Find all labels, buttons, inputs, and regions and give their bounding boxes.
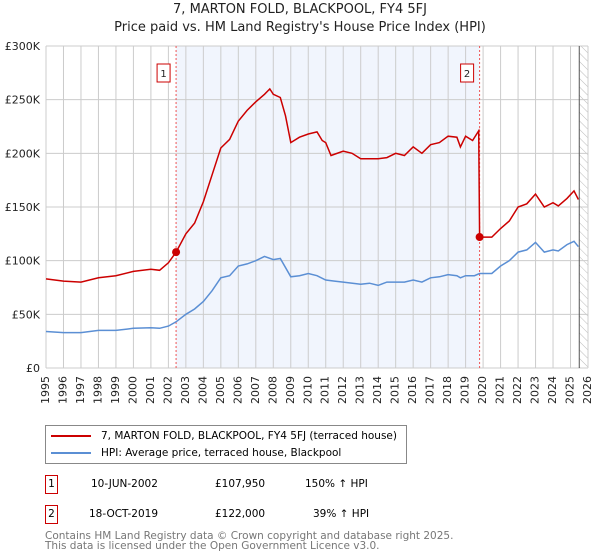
sale-date: 18-OCT-2019 <box>89 508 158 520</box>
legend-item-property: 7, MARTON FOLD, BLACKPOOL, FY4 5FJ (terr… <box>51 430 397 442</box>
x-tick-label: 2017 <box>424 376 437 404</box>
sale-price: £122,000 <box>215 508 266 520</box>
x-tick-label: 2002 <box>161 376 174 404</box>
sale-date: 10-JUN-2002 <box>91 478 158 490</box>
x-tick-label: 2014 <box>371 376 384 404</box>
x-tick-label: 2007 <box>249 376 262 404</box>
x-tick-label: 2016 <box>406 376 419 404</box>
y-tick-label: £200K <box>5 147 41 160</box>
sale-marker-label: 2 <box>464 69 470 80</box>
x-tick-label: 2024 <box>546 376 559 404</box>
sale-marker-box <box>156 63 171 83</box>
x-tick-label: 2021 <box>494 376 507 404</box>
x-tick-label: 2010 <box>301 376 314 404</box>
y-tick-label: £300K <box>5 40 41 53</box>
y-tick-label: £250K <box>5 94 41 107</box>
x-tick-label: 1998 <box>91 376 104 404</box>
sale-row-1: 1 10-JUN-2002 £107,950 150% ↑ HPI <box>45 475 405 495</box>
x-tick-label: 1996 <box>56 376 69 404</box>
x-tick-label: 2013 <box>354 376 367 404</box>
x-tick-label: 1995 <box>39 376 52 404</box>
x-tick-label: 2006 <box>231 376 244 404</box>
legend-swatch-blue <box>51 452 91 454</box>
x-tick-label: 2001 <box>144 376 157 404</box>
series-line <box>45 240 579 334</box>
series-line <box>45 87 580 283</box>
sale-hpi: 39% ↑ HPI <box>313 508 370 520</box>
x-tick-label: 2018 <box>441 376 454 404</box>
chart-subtitle: Price paid vs. HM Land Registry's House … <box>114 20 486 35</box>
x-tick-label: 2000 <box>126 376 139 404</box>
x-tick-label: 2004 <box>196 376 209 404</box>
chart-title: 7, MARTON FOLD, BLACKPOOL, FY4 5FJ <box>173 2 427 17</box>
footer-line-1: Contains HM Land Registry data © Crown c… <box>45 530 454 542</box>
x-tick-label: 2005 <box>214 376 227 404</box>
y-tick-label: £50K <box>12 308 41 321</box>
x-tick-label: 2008 <box>266 376 279 404</box>
x-tick-label: 2003 <box>179 376 192 404</box>
sale-hpi: 150% ↑ HPI <box>305 478 368 490</box>
sale-badge: 1 <box>45 475 58 494</box>
x-tick-label: 2015 <box>389 376 402 404</box>
x-tick-label: 2025 <box>564 376 577 404</box>
x-tick-label: 2026 <box>581 376 594 404</box>
legend-label: 7, MARTON FOLD, BLACKPOOL, FY4 5FJ (terr… <box>101 430 397 442</box>
legend-label: HPI: Average price, terraced house, Blac… <box>101 447 342 459</box>
legend-item-hpi: HPI: Average price, terraced house, Blac… <box>51 447 341 459</box>
sale-price: £107,950 <box>215 478 266 490</box>
legend-swatch-red <box>51 435 91 437</box>
sale-row-2: 2 18-OCT-2019 £122,000 39% ↑ HPI <box>45 505 405 525</box>
x-tick-label: 1999 <box>109 376 122 404</box>
y-tick-label: £100K <box>5 255 41 268</box>
x-tick-label: 1997 <box>74 376 87 404</box>
y-tick-label: £150K <box>5 201 41 214</box>
x-tick-label: 2012 <box>336 376 349 404</box>
x-tick-label: 2020 <box>476 376 489 404</box>
x-tick-label: 2023 <box>529 376 542 404</box>
sale-marker-label: 1 <box>160 69 166 80</box>
x-tick-label: 2022 <box>511 376 524 404</box>
x-tick-label: 2009 <box>284 376 297 404</box>
price-chart: 1995 1996 1997 1998 1999 2000 2001 2002 2003 2004… <box>5 40 594 404</box>
sale-point <box>475 233 484 242</box>
sale-marker-box <box>460 63 475 83</box>
legend: 7, MARTON FOLD, BLACKPOOL, FY4 5FJ (terr… <box>45 425 407 464</box>
sale-badge: 2 <box>45 505 58 524</box>
y-tick-label: £0 <box>26 362 40 375</box>
footer-line-2: This data is licensed under the Open Gov… <box>45 540 380 552</box>
x-tick-label: 2011 <box>319 376 332 404</box>
x-tick-label: 2019 <box>459 376 472 404</box>
sale-point <box>172 248 181 257</box>
footer: Contains HM Land Registry data © Crown c… <box>45 530 454 552</box>
